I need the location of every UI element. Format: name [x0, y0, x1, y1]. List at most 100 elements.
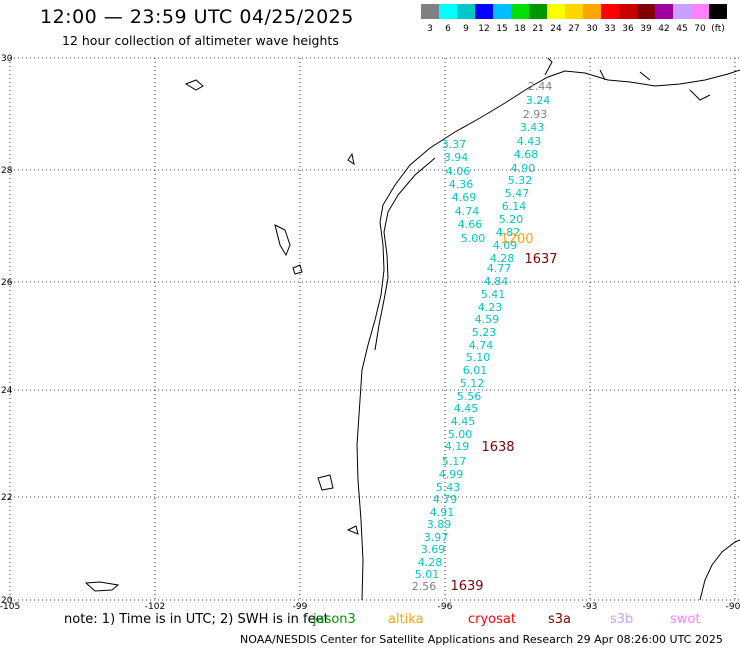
inland-lake-6: [347, 152, 355, 166]
inland-lake-1: [184, 79, 204, 91]
scale-label: 15: [496, 24, 508, 34]
swh-value: 4.66: [458, 218, 483, 231]
scale-swatch: [529, 4, 547, 19]
swh-value: 6.01: [463, 364, 488, 377]
scale-swatch: [475, 4, 493, 19]
swh-value: 4.06: [446, 165, 471, 178]
swh-value: 2.93: [523, 108, 548, 121]
lat-label: 28: [1, 166, 13, 176]
swh-value: 5.56: [457, 390, 482, 403]
scale-swatch: [457, 4, 475, 19]
swh-value: 4.19: [445, 440, 470, 453]
legend-cryosat: cryosat: [468, 612, 516, 627]
axis-labels: 30 28 26 24 22 20-105 -102 -99 -96 -93 -90: [0, 54, 740, 612]
swh-value: 4.28: [490, 252, 515, 265]
scale-label: 36: [622, 24, 634, 34]
swh-value: 2.56: [412, 580, 437, 593]
yucatan-coast: [699, 539, 740, 601]
swh-value: 4.59: [475, 313, 500, 326]
pass-time-labels: 1200 1637 1638 1639: [450, 232, 557, 594]
swh-value: 4.43: [517, 135, 542, 148]
page-subtitle: 12 hour collection of altimeter wave hei…: [62, 33, 339, 48]
legend-swot: swot: [670, 612, 701, 627]
scale-label: 3: [427, 24, 433, 34]
scale-swatch: [565, 4, 583, 19]
swh-value: 4.90: [511, 162, 536, 175]
scale-label: 18: [514, 24, 526, 34]
swh-value: 4.74: [469, 339, 494, 352]
pass-time-label: 1638: [481, 440, 514, 455]
swh-value: 3.94: [444, 151, 469, 164]
swh-value: 4.68: [514, 148, 539, 161]
swh-track: 2.443.242.933.434.434.684.905.325.476.14…: [412, 80, 553, 593]
swh-value: 5.23: [472, 326, 497, 339]
swh-value: 4.45: [454, 402, 479, 415]
inland-lake-7: [346, 525, 359, 535]
scale-swatch: [601, 4, 619, 19]
inland-lake-3: [292, 264, 303, 275]
scale-swatch: [421, 4, 439, 19]
swh-value: 4.99: [439, 468, 464, 481]
scale-label: 70: [694, 24, 706, 34]
swh-value: 2.44: [528, 80, 553, 93]
scale-swatch: [583, 4, 601, 19]
swh-value: 5.41: [481, 288, 506, 301]
credit-line: NOAA/NESDIS Center for Satellite Applica…: [240, 633, 723, 646]
lon-label: -105: [0, 602, 20, 612]
legend-s3a: s3a: [548, 612, 572, 627]
graticule: [9, 57, 740, 601]
lat-label: 22: [1, 493, 12, 503]
scale-swatch: [619, 4, 637, 19]
inland-lake-4: [84, 581, 120, 592]
swh-value: 3.89: [427, 518, 452, 531]
texas-coastline: [356, 69, 740, 601]
swh-value: 6.14: [502, 200, 527, 213]
swh-value: 4.09: [493, 239, 518, 252]
swh-value: 4.79: [433, 493, 458, 506]
swh-value: 3.24: [526, 94, 551, 107]
scale-label: 27: [568, 24, 580, 34]
scale-label: 12: [478, 24, 490, 34]
swh-value: 4.45: [451, 415, 476, 428]
swh-value: 5.00: [448, 428, 473, 441]
swh-value: 5.43: [436, 481, 461, 494]
pass-time-label: 1637: [524, 252, 557, 267]
swh-value: 5.32: [508, 174, 533, 187]
swh-value: 4.28: [418, 556, 443, 569]
swh-value: 5.47: [505, 187, 530, 200]
scale-label: 45: [676, 24, 688, 34]
coastline: [84, 57, 740, 601]
scale-swatch: [673, 4, 691, 19]
scale-label: 9: [463, 24, 469, 34]
scale-swatch: [439, 4, 457, 19]
legend-jason3: jason3: [313, 612, 356, 627]
scale-label: 33: [604, 24, 616, 34]
scale-swatch: [709, 4, 727, 19]
swh-value: 4.77: [487, 262, 512, 275]
swh-value: 4.84: [484, 275, 509, 288]
scale-swatch: [547, 4, 565, 19]
pass-time-label: 1200: [500, 232, 533, 247]
scale-swatch: [691, 4, 709, 19]
scale-swatch: [493, 4, 511, 19]
inland-lake-5: [317, 474, 334, 491]
lon-label: -93: [583, 602, 598, 612]
bay-detail: [544, 57, 711, 101]
swh-value: 5.12: [460, 377, 485, 390]
swh-value: 4.69: [452, 191, 477, 204]
swh-value: 3.43: [520, 121, 545, 134]
swh-value: 4.74: [455, 205, 480, 218]
lat-label: 26: [1, 278, 13, 288]
scale-label: 24: [550, 24, 562, 34]
swh-value: 3.97: [424, 531, 449, 544]
scale-swatch: [637, 4, 655, 19]
scale-label: 39: [640, 24, 652, 34]
swh-value: 4.82: [496, 226, 521, 239]
lon-label: -99: [293, 602, 308, 612]
scale-label: 6: [445, 24, 451, 34]
scale-label: 30: [586, 24, 598, 34]
inland-lake-2: [274, 224, 291, 257]
scale-label: 21: [532, 24, 544, 34]
lon-label: -90: [726, 602, 740, 612]
swh-value: 4.91: [430, 506, 455, 519]
